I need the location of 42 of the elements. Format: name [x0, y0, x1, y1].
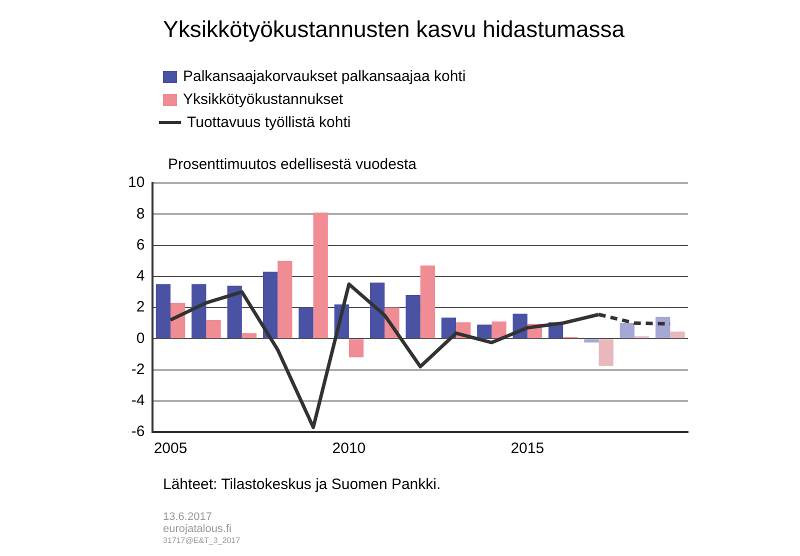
x-tick-label: 2015 — [510, 440, 544, 458]
bar — [348, 339, 364, 358]
y-tick-label: 2 — [136, 298, 145, 316]
bar — [313, 212, 328, 338]
y-tick-label: -2 — [131, 360, 145, 378]
bar — [278, 260, 292, 338]
bar — [420, 265, 435, 338]
bar — [370, 282, 385, 338]
bar — [670, 332, 685, 338]
text: eurojatalous.fi — [163, 523, 232, 535]
bar — [492, 322, 506, 338]
bar — [477, 324, 492, 338]
x-tick-label: 2005 — [154, 440, 188, 458]
legend-label: Tuottavuus työllistä kohti — [187, 114, 351, 131]
bar — [620, 323, 634, 338]
y-tick-label: -4 — [131, 392, 145, 410]
bar — [656, 316, 670, 338]
bar — [598, 339, 614, 366]
y-tick-label: 8 — [136, 205, 145, 222]
bar — [262, 272, 278, 338]
bar — [242, 333, 257, 338]
text: 13.6.2017 — [163, 511, 213, 523]
x-tick-label: 2010 — [332, 440, 366, 458]
bar — [206, 320, 221, 338]
y-tick-label: 4 — [136, 268, 145, 285]
chart-title: Yksikkötyökustannusten kasvu hidastumassa — [163, 16, 625, 43]
bar — [298, 308, 314, 338]
y-tick-label: 6 — [136, 236, 145, 254]
y-axis-title: Prosenttimuutos edellisestä vuodesta — [168, 156, 416, 173]
text: Lähteet: Tilastokeskus ja Suomen Pankki. — [163, 476, 441, 493]
legend-label: Yksikkötyökustannukset — [183, 91, 344, 108]
bar — [406, 295, 420, 338]
bar — [192, 284, 206, 338]
y-tick-label: 0 — [136, 330, 145, 347]
y-tick-label: 10 — [128, 174, 145, 192]
bar — [156, 284, 171, 338]
bar — [227, 286, 242, 338]
text: 31717@E&T_3_2017 — [163, 535, 240, 547]
legend-label: Palkansaajakorvaukset palkansaajaa kohti — [183, 68, 466, 85]
y-tick-label: -6 — [131, 423, 145, 440]
bar — [441, 318, 456, 338]
bar — [584, 339, 599, 343]
